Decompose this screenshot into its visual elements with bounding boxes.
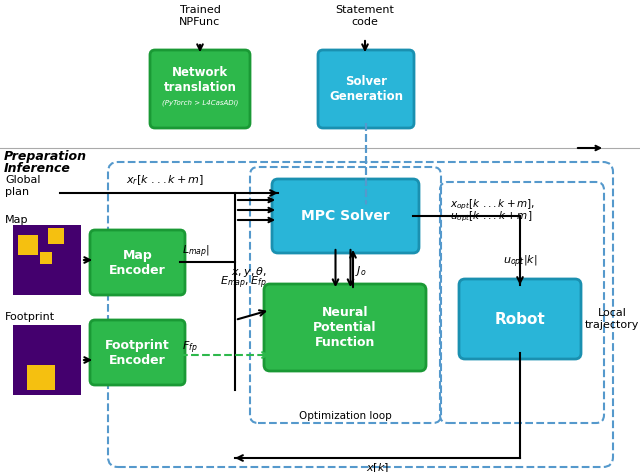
Text: Inference: Inference	[4, 162, 71, 175]
Text: $L_{map}|$: $L_{map}|$	[182, 244, 210, 260]
Text: Neural
Potential
Function: Neural Potential Function	[313, 306, 377, 349]
Text: Footprint: Footprint	[5, 312, 55, 322]
Text: Trained
NPFunc: Trained NPFunc	[179, 5, 221, 26]
FancyBboxPatch shape	[272, 179, 419, 253]
FancyBboxPatch shape	[90, 320, 185, 385]
FancyBboxPatch shape	[90, 230, 185, 295]
Bar	[13, 225, 81, 295]
Text: $E_{map}, E_{fp}$: $E_{map}, E_{fp}$	[220, 275, 267, 291]
Bar	[40, 252, 52, 264]
FancyBboxPatch shape	[264, 284, 426, 371]
Bar	[13, 325, 81, 395]
Text: Solver
Generation: Solver Generation	[329, 75, 403, 103]
FancyBboxPatch shape	[318, 50, 414, 128]
FancyBboxPatch shape	[459, 279, 581, 359]
Text: MPC Solver: MPC Solver	[301, 209, 390, 223]
Text: Network
translation: Network translation	[164, 66, 236, 94]
Text: Optimization loop: Optimization loop	[299, 411, 392, 421]
Text: Preparation: Preparation	[4, 150, 87, 163]
Bar	[18, 235, 38, 255]
Bar	[27, 365, 55, 390]
Text: Global
plan: Global plan	[5, 175, 40, 197]
Text: Map
Encoder: Map Encoder	[109, 248, 166, 277]
Text: Map: Map	[5, 215, 29, 225]
Text: $x, y, \theta,$: $x, y, \theta,$	[231, 265, 267, 279]
Text: Robot: Robot	[495, 312, 545, 327]
FancyBboxPatch shape	[150, 50, 250, 128]
Bar	[48, 228, 64, 244]
Text: Local
trajectory: Local trajectory	[585, 308, 639, 329]
Text: $u_{opt}|k|$: $u_{opt}|k|$	[503, 253, 537, 270]
Text: $x[k]$: $x[k]$	[366, 461, 389, 472]
Text: Footprint
Encoder: Footprint Encoder	[105, 338, 170, 366]
Text: $x_r[k\ ...k+m]$: $x_r[k\ ...k+m]$	[126, 173, 204, 187]
Text: $u_{opt}[k\ ...k+m]$: $u_{opt}[k\ ...k+m]$	[450, 210, 532, 224]
Text: Statement
code: Statement code	[335, 5, 394, 26]
Text: $J_o$: $J_o$	[355, 264, 367, 278]
Text: (PyTorch > L4CasADi): (PyTorch > L4CasADi)	[162, 100, 238, 106]
Text: $x_{opt}[k\ ...k+m],$: $x_{opt}[k\ ...k+m],$	[450, 198, 535, 212]
Text: $F_{fp}$: $F_{fp}$	[182, 340, 198, 356]
